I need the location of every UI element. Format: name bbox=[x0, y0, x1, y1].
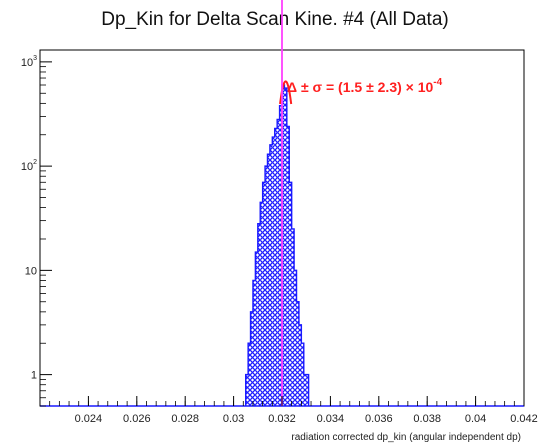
histogram-bar bbox=[248, 343, 251, 406]
histogram-bar bbox=[262, 182, 266, 406]
histogram-bar bbox=[260, 202, 263, 406]
histogram-bar bbox=[274, 128, 278, 406]
histogram-bar bbox=[284, 88, 287, 406]
y-tick-label: 10 bbox=[25, 265, 37, 277]
histogram-bar bbox=[286, 126, 290, 407]
y-tick-label: 102 bbox=[21, 159, 37, 173]
x-tick-label: 0.026 bbox=[123, 413, 151, 425]
histogram-bar bbox=[303, 374, 307, 406]
x-tick-label: 0.034 bbox=[317, 413, 345, 425]
y-tick-base: 1 bbox=[31, 370, 37, 382]
histogram-bar bbox=[257, 223, 261, 406]
y-tick-exponent: 2 bbox=[33, 159, 37, 166]
histogram-bar bbox=[269, 144, 273, 406]
histogram-bar bbox=[265, 166, 268, 406]
histogram-outline bbox=[245, 84, 310, 406]
histogram-bar bbox=[289, 182, 292, 406]
histogram-bar bbox=[291, 228, 295, 406]
axis-layer: 0.024 0.026 0.028 0.03 0.032 0.034 0.036 0.038 0… bbox=[21, 55, 538, 425]
y-tick-base: 10 bbox=[25, 265, 37, 277]
x-tick-label: 0.024 bbox=[75, 413, 103, 425]
histogram-bar bbox=[272, 137, 275, 406]
histogram-bar bbox=[252, 280, 256, 406]
y-tick-base: 10 bbox=[21, 161, 33, 173]
histogram-bar bbox=[298, 324, 302, 406]
histogram-layer bbox=[40, 84, 524, 407]
histogram-bar bbox=[294, 270, 297, 406]
histogram-bar bbox=[255, 252, 258, 406]
x-tick-label: 0.042 bbox=[510, 413, 538, 425]
y-tick-exponent: 3 bbox=[33, 55, 37, 62]
fit-annotation-text: Δ ± σ = (1.5 ± 2.3) × 10 bbox=[287, 79, 434, 95]
fit-annotation-exponent: -4 bbox=[433, 77, 442, 88]
histogram-bar bbox=[277, 119, 280, 407]
x-tick-label: 0.038 bbox=[413, 413, 441, 425]
fit-annotation: Δ ± σ = (1.5 ± 2.3) × 10-4 bbox=[287, 77, 443, 95]
histogram-bar bbox=[306, 374, 309, 406]
y-tick-base: 10 bbox=[21, 57, 33, 69]
histogram-bar bbox=[267, 154, 270, 406]
histogram-bar bbox=[279, 105, 282, 406]
x-tick-label: 0.036 bbox=[365, 413, 393, 425]
y-tick-label: 1 bbox=[31, 370, 37, 382]
x-tick-label: 0.03 bbox=[223, 413, 244, 425]
y-tick-label: 103 bbox=[21, 55, 37, 69]
histogram-bar bbox=[282, 85, 285, 406]
x-tick-label: 0.04 bbox=[465, 413, 486, 425]
histogram-bar bbox=[245, 374, 249, 406]
x-tick-label: 0.028 bbox=[171, 413, 199, 425]
x-tick-label: 0.032 bbox=[268, 413, 296, 425]
histogram-bar bbox=[296, 301, 299, 406]
chart-title: Dp_Kin for Delta Scan Kine. #4 (All Data… bbox=[101, 9, 448, 30]
histogram-bar bbox=[250, 311, 253, 406]
histogram-bar bbox=[301, 343, 304, 406]
x-axis-label: radiation corrected dp_kin (angular inde… bbox=[291, 432, 521, 443]
